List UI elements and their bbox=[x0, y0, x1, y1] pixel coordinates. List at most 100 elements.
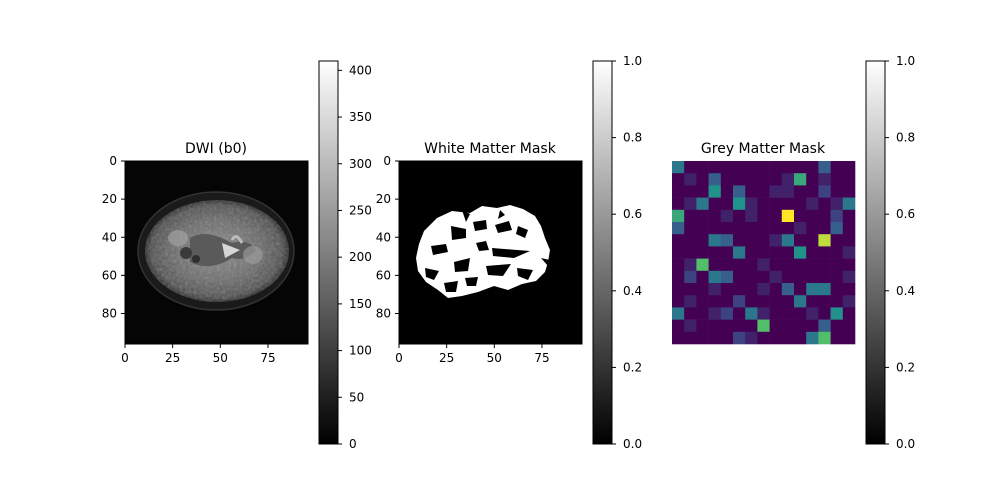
heatmap-cell bbox=[757, 283, 770, 296]
heatmap-cell bbox=[818, 234, 831, 247]
heatmap-cell bbox=[842, 331, 856, 345]
heatmap-cell bbox=[794, 270, 807, 284]
heatmap-cell bbox=[745, 173, 758, 186]
colorbar-tick-label: 200 bbox=[349, 250, 372, 264]
heatmap-cell bbox=[842, 173, 856, 186]
heatmap-cell bbox=[781, 234, 795, 247]
heatmap-cell bbox=[672, 270, 685, 284]
heatmap-cell bbox=[781, 270, 795, 284]
heatmap-cell bbox=[757, 161, 770, 174]
heatmap-cell bbox=[781, 246, 795, 259]
colorbar-tick-label: 0.2 bbox=[623, 360, 642, 374]
heatmap-cell bbox=[696, 173, 709, 186]
heatmap-cell bbox=[806, 173, 819, 186]
y-tick-label: 40 bbox=[376, 230, 391, 244]
heatmap-cell bbox=[769, 307, 783, 320]
heatmap-cell bbox=[720, 197, 734, 211]
colorbar-tick-label: 350 bbox=[349, 110, 372, 124]
heatmap-cell bbox=[757, 307, 770, 320]
heatmap-cell bbox=[757, 209, 770, 223]
heatmap-cell bbox=[769, 295, 783, 308]
heatmap-cell bbox=[794, 246, 807, 259]
white-matter-y-axis: 0 20 40 60 80 bbox=[376, 154, 399, 321]
heatmap-cell bbox=[696, 197, 709, 211]
heatmap-cell bbox=[769, 222, 783, 235]
heatmap-cell bbox=[720, 258, 734, 272]
heatmap-cell bbox=[842, 307, 856, 320]
heatmap-cell bbox=[781, 222, 795, 235]
heatmap-cell bbox=[733, 331, 746, 345]
heatmap-cell bbox=[806, 185, 819, 198]
heatmap-cell bbox=[745, 295, 758, 308]
heatmap-cell bbox=[781, 331, 795, 345]
heatmap-cell bbox=[745, 270, 758, 284]
heatmap-cell bbox=[745, 209, 758, 223]
heatmap-cell bbox=[745, 331, 758, 345]
heatmap-cell bbox=[842, 319, 856, 333]
heatmap-cell bbox=[672, 185, 685, 198]
heatmap-cell bbox=[794, 197, 807, 211]
heatmap-cell bbox=[696, 295, 709, 308]
heatmap-cell bbox=[733, 222, 746, 235]
dwi-x-axis: 0 25 50 75 bbox=[121, 344, 276, 365]
heatmap-cell bbox=[769, 270, 783, 284]
heatmap-cell bbox=[830, 209, 844, 223]
heatmap-cell bbox=[684, 234, 697, 247]
grey-matter-title: Grey Matter Mask bbox=[701, 141, 826, 157]
heatmap-cell bbox=[672, 295, 685, 308]
heatmap-cell bbox=[696, 258, 709, 272]
heatmap-cell bbox=[684, 270, 697, 284]
heatmap-cell bbox=[696, 283, 709, 296]
heatmap-cell bbox=[684, 161, 697, 174]
heatmap-cell bbox=[830, 222, 844, 235]
heatmap-cell bbox=[720, 295, 734, 308]
heatmap-cell bbox=[672, 234, 685, 247]
heatmap-cell bbox=[745, 283, 758, 296]
y-tick-label: 40 bbox=[102, 230, 117, 244]
heatmap-cell bbox=[842, 283, 856, 296]
heatmap-cell bbox=[733, 197, 746, 211]
heatmap-cell bbox=[818, 173, 831, 186]
heatmap-cell bbox=[684, 209, 697, 223]
heatmap-cell bbox=[830, 161, 844, 174]
heatmap-cell bbox=[818, 246, 831, 259]
heatmap-cell bbox=[684, 295, 697, 308]
heatmap-cell bbox=[769, 283, 783, 296]
heatmap-cell bbox=[708, 246, 722, 259]
heatmap-cell bbox=[733, 209, 746, 223]
heatmap-cell bbox=[708, 209, 722, 223]
heatmap-cell bbox=[672, 283, 685, 296]
heatmap-cell bbox=[684, 197, 697, 211]
heatmap-cell bbox=[781, 173, 795, 186]
heatmap-cell bbox=[830, 270, 844, 284]
colorbar-tick-label: 250 bbox=[349, 203, 372, 217]
heatmap-cell bbox=[794, 258, 807, 272]
heatmap-cell bbox=[672, 197, 685, 211]
heatmap-cell bbox=[818, 222, 831, 235]
heatmap-cell bbox=[806, 234, 819, 247]
heatmap-cell bbox=[842, 197, 856, 211]
heatmap-cell bbox=[708, 319, 722, 333]
heatmap-cell bbox=[672, 209, 685, 223]
y-tick-label: 80 bbox=[102, 307, 117, 321]
heatmap-cell bbox=[672, 331, 685, 345]
y-tick-label: 60 bbox=[376, 268, 391, 282]
heatmap-cell bbox=[672, 246, 685, 259]
heatmap-cell bbox=[684, 222, 697, 235]
heatmap-cell bbox=[708, 307, 722, 320]
heatmap-cell bbox=[708, 185, 722, 198]
heatmap-cell bbox=[708, 173, 722, 186]
heatmap-cell bbox=[794, 173, 807, 186]
grey-matter-panel: Grey Matter Mask 0.0 0.2 0.4 0.6 0.8 1.0 bbox=[672, 54, 915, 451]
heatmap-cell bbox=[842, 209, 856, 223]
grey-matter-heatmap bbox=[672, 161, 856, 345]
heatmap-cell bbox=[696, 185, 709, 198]
heatmap-cell bbox=[672, 319, 685, 333]
heatmap-cell bbox=[696, 161, 709, 174]
x-tick-label: 75 bbox=[260, 351, 275, 365]
heatmap-cell bbox=[818, 161, 831, 174]
heatmap-cell bbox=[720, 307, 734, 320]
heatmap-cell bbox=[830, 246, 844, 259]
dwi-colorbar-ticks: 0 50 100 150 200 250 300 350 400 bbox=[338, 63, 372, 451]
